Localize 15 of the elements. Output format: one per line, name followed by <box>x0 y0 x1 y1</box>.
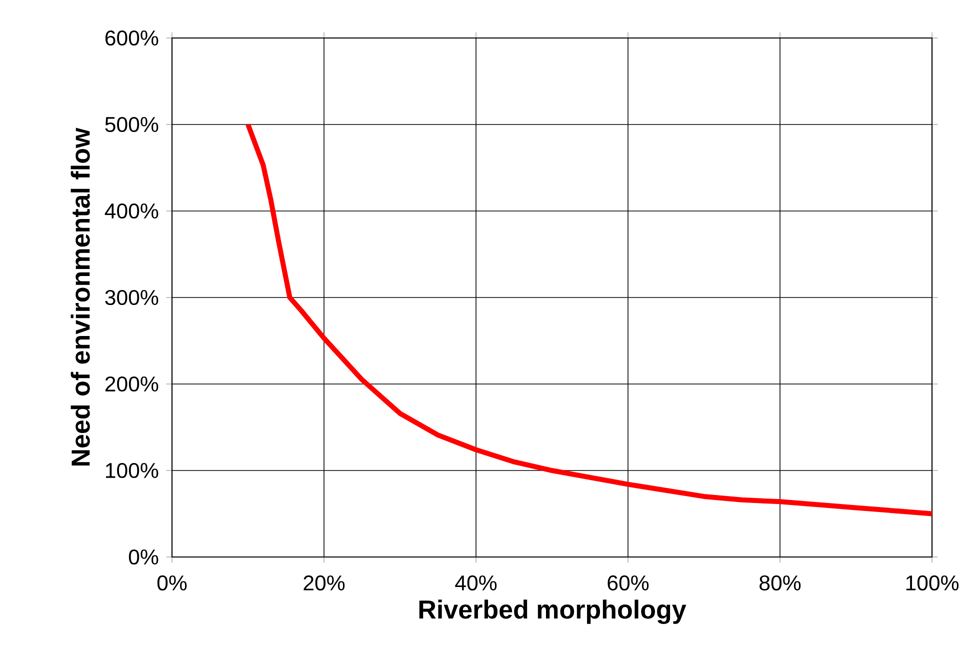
y-tick-label: 400% <box>104 203 158 219</box>
y-axis-title: Need of environmental flow <box>70 128 90 466</box>
y-tick-label: 0% <box>128 549 158 565</box>
y-tick-label: 300% <box>105 290 158 306</box>
y-tick-label: 100% <box>106 462 158 478</box>
x-tick-label: 0% <box>157 575 187 591</box>
x-axis-title: Riverbed morphology <box>419 600 686 624</box>
x-tick-label: 60% <box>608 575 649 591</box>
y-tick-label: 600% <box>105 30 158 46</box>
y-tick-label: 200% <box>105 376 158 392</box>
x-tick-label: 80% <box>760 575 801 591</box>
x-tick-label: 40% <box>455 575 497 591</box>
y-tick-label: 500% <box>105 116 158 132</box>
x-tick-label: 20% <box>304 575 345 591</box>
x-tick-label: 100% <box>906 575 959 591</box>
